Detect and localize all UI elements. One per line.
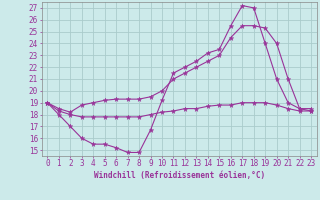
X-axis label: Windchill (Refroidissement éolien,°C): Windchill (Refroidissement éolien,°C) <box>94 171 265 180</box>
